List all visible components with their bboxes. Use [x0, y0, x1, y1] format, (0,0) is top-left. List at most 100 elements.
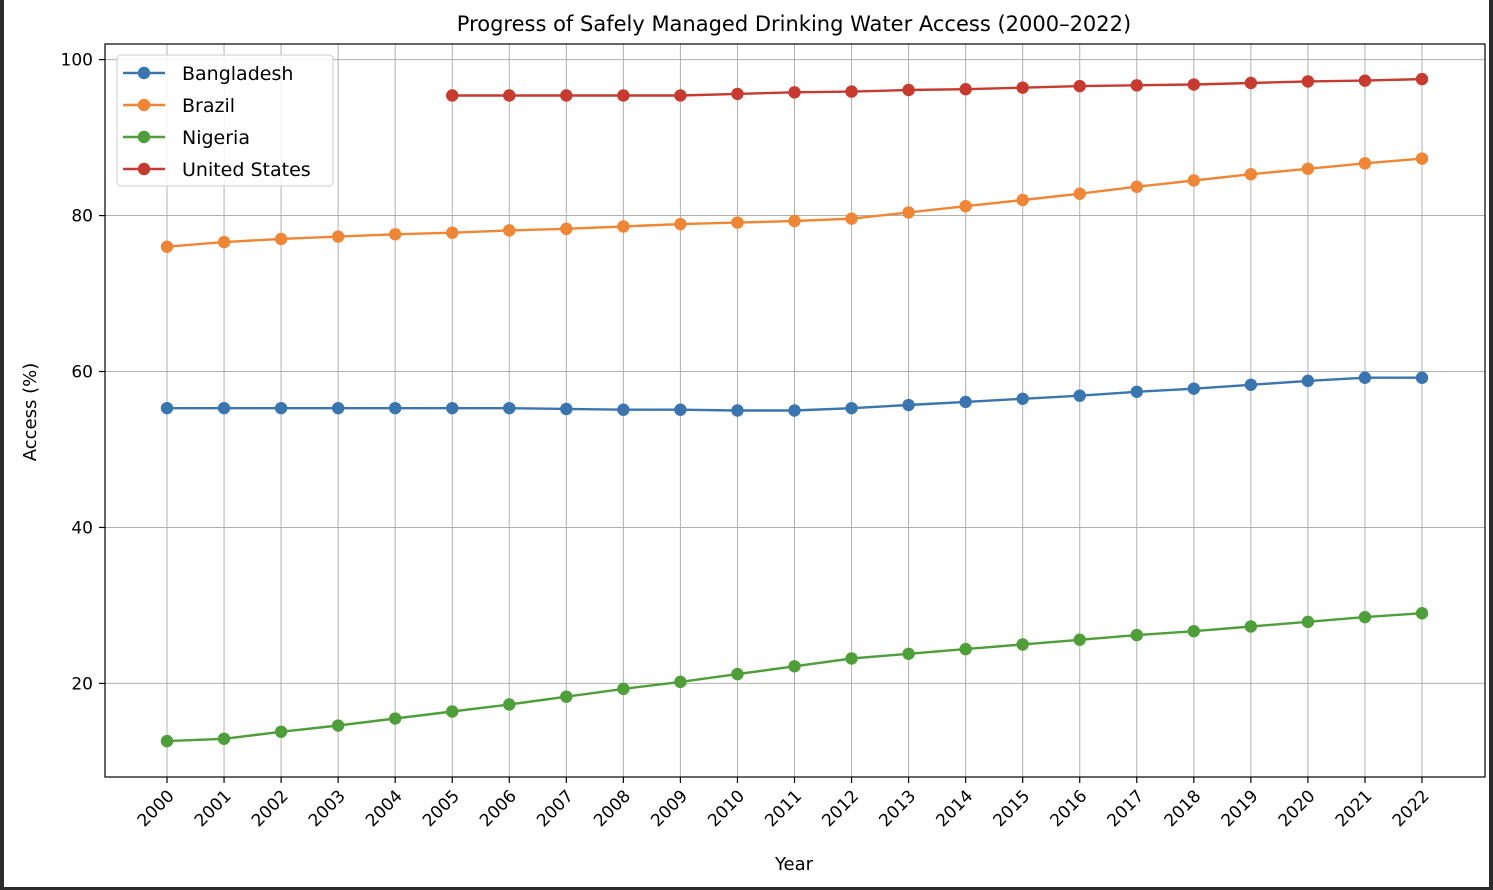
- point-united-states-2022: [1415, 72, 1429, 86]
- point-nigeria-2015: [1016, 638, 1029, 651]
- point-brazil-2014: [959, 199, 972, 213]
- point-nigeria-2010: [731, 667, 744, 681]
- x-tick-label-2012: 2012: [818, 786, 863, 831]
- point-united-states-2007: [560, 89, 573, 102]
- point-brazil-2001: [217, 235, 231, 249]
- point-bangladesh-2009: [674, 403, 687, 416]
- window-bottom-border: [0, 887, 1493, 890]
- point-bangladesh-2017: [1130, 385, 1143, 398]
- point-nigeria-2002: [274, 725, 288, 738]
- point-united-states-2013: [902, 83, 915, 97]
- point-united-states-2006: [503, 89, 516, 102]
- legend-label-nigeria: Nigeria: [182, 127, 250, 149]
- x-tick-label-2018: 2018: [1161, 786, 1206, 831]
- x-tick-label-2001: 2001: [191, 786, 236, 831]
- point-nigeria-2020: [1301, 615, 1315, 629]
- point-bangladesh-2016: [1073, 389, 1086, 402]
- point-brazil-2017: [1130, 180, 1143, 193]
- legend-label-bangladesh: Bangladesh: [182, 63, 293, 85]
- series-line-united-states: [452, 77, 1423, 97]
- point-nigeria-2007: [560, 690, 573, 703]
- legend-marker-nigeria: [137, 130, 151, 144]
- point-brazil-2012: [845, 212, 858, 225]
- point-united-states-2015: [1016, 81, 1029, 94]
- point-united-states-2018: [1187, 78, 1201, 91]
- x-tick-label-2003: 2003: [305, 786, 350, 831]
- point-brazil-2009: [674, 217, 687, 231]
- point-nigeria-2013: [902, 647, 915, 660]
- point-brazil-2002: [274, 232, 288, 246]
- point-brazil-2011: [788, 214, 801, 228]
- point-nigeria-2016: [1073, 633, 1086, 646]
- point-bangladesh-2013: [902, 398, 915, 412]
- point-brazil-2018: [1187, 174, 1201, 187]
- point-brazil-2007: [560, 222, 573, 236]
- point-united-states-2008: [617, 89, 630, 102]
- x-tick-label-2022: 2022: [1389, 786, 1434, 831]
- point-nigeria-2009: [674, 675, 687, 689]
- point-brazil-2021: [1358, 157, 1372, 170]
- point-united-states-2019: [1244, 76, 1258, 90]
- point-brazil-2010: [731, 216, 744, 229]
- y-tick-label-60: 60: [71, 363, 93, 383]
- series-bangladesh: [160, 371, 1429, 417]
- y-tick-label-80: 80: [71, 207, 93, 227]
- point-united-states-2020: [1301, 75, 1315, 88]
- point-united-states-2005: [446, 89, 459, 102]
- window-right-border: [1489, 0, 1493, 890]
- point-nigeria-2022: [1415, 607, 1429, 620]
- y-tick-label-20: 20: [71, 674, 93, 694]
- point-bangladesh-2018: [1187, 382, 1201, 395]
- point-nigeria-2014: [959, 642, 972, 656]
- point-brazil-2013: [902, 206, 915, 219]
- x-tick-label-2019: 2019: [1218, 786, 1263, 831]
- point-bangladesh-2019: [1244, 378, 1258, 391]
- x-tick-label-2021: 2021: [1332, 786, 1377, 831]
- point-brazil-2006: [503, 224, 516, 237]
- point-brazil-2000: [160, 240, 174, 253]
- x-tick-label-2007: 2007: [533, 786, 578, 831]
- x-tick-label-2005: 2005: [419, 786, 464, 831]
- x-tick-label-2016: 2016: [1047, 786, 1092, 831]
- point-bangladesh-2001: [217, 401, 231, 415]
- point-bangladesh-2000: [160, 401, 174, 415]
- point-brazil-2003: [331, 230, 345, 243]
- y-axis-ticks: 20 40 60 80 100: [61, 51, 105, 694]
- point-brazil-2022: [1415, 152, 1429, 165]
- legend-box: [116, 54, 334, 187]
- y-axis-label: Access (%): [20, 363, 41, 462]
- x-axis-label: Year: [774, 854, 814, 875]
- point-brazil-2019: [1244, 168, 1258, 181]
- x-tick-label-2011: 2011: [761, 786, 806, 831]
- point-brazil-2016: [1073, 187, 1086, 200]
- point-bangladesh-2006: [503, 401, 516, 415]
- point-nigeria-2017: [1130, 628, 1143, 642]
- point-nigeria-2008: [617, 682, 630, 696]
- legend-label-brazil: Brazil: [182, 95, 235, 117]
- point-nigeria-2005: [446, 705, 459, 718]
- x-tick-label-2006: 2006: [476, 786, 521, 831]
- point-nigeria-2021: [1358, 610, 1372, 624]
- point-bangladesh-2015: [1016, 392, 1029, 406]
- point-united-states-2010: [731, 87, 744, 101]
- point-brazil-2008: [617, 220, 630, 233]
- point-nigeria-2006: [503, 698, 516, 711]
- window-left-border: [0, 0, 4, 890]
- legend-marker-united-states: [137, 162, 151, 176]
- point-nigeria-2011: [788, 660, 801, 673]
- x-tick-label-2002: 2002: [248, 786, 293, 831]
- point-united-states-2012: [845, 85, 858, 98]
- point-united-states-2017: [1130, 79, 1143, 92]
- x-tick-label-2010: 2010: [704, 786, 749, 831]
- point-united-states-2021: [1358, 74, 1372, 87]
- y-tick-label-40: 40: [71, 518, 93, 538]
- point-bangladesh-2012: [845, 401, 858, 415]
- point-bangladesh-2003: [331, 401, 345, 415]
- x-tick-label-2000: 2000: [134, 786, 179, 831]
- point-brazil-2020: [1301, 162, 1315, 175]
- x-tick-label-2009: 2009: [647, 786, 692, 831]
- point-united-states-2016: [1073, 79, 1086, 93]
- x-tick-label-2017: 2017: [1104, 786, 1149, 831]
